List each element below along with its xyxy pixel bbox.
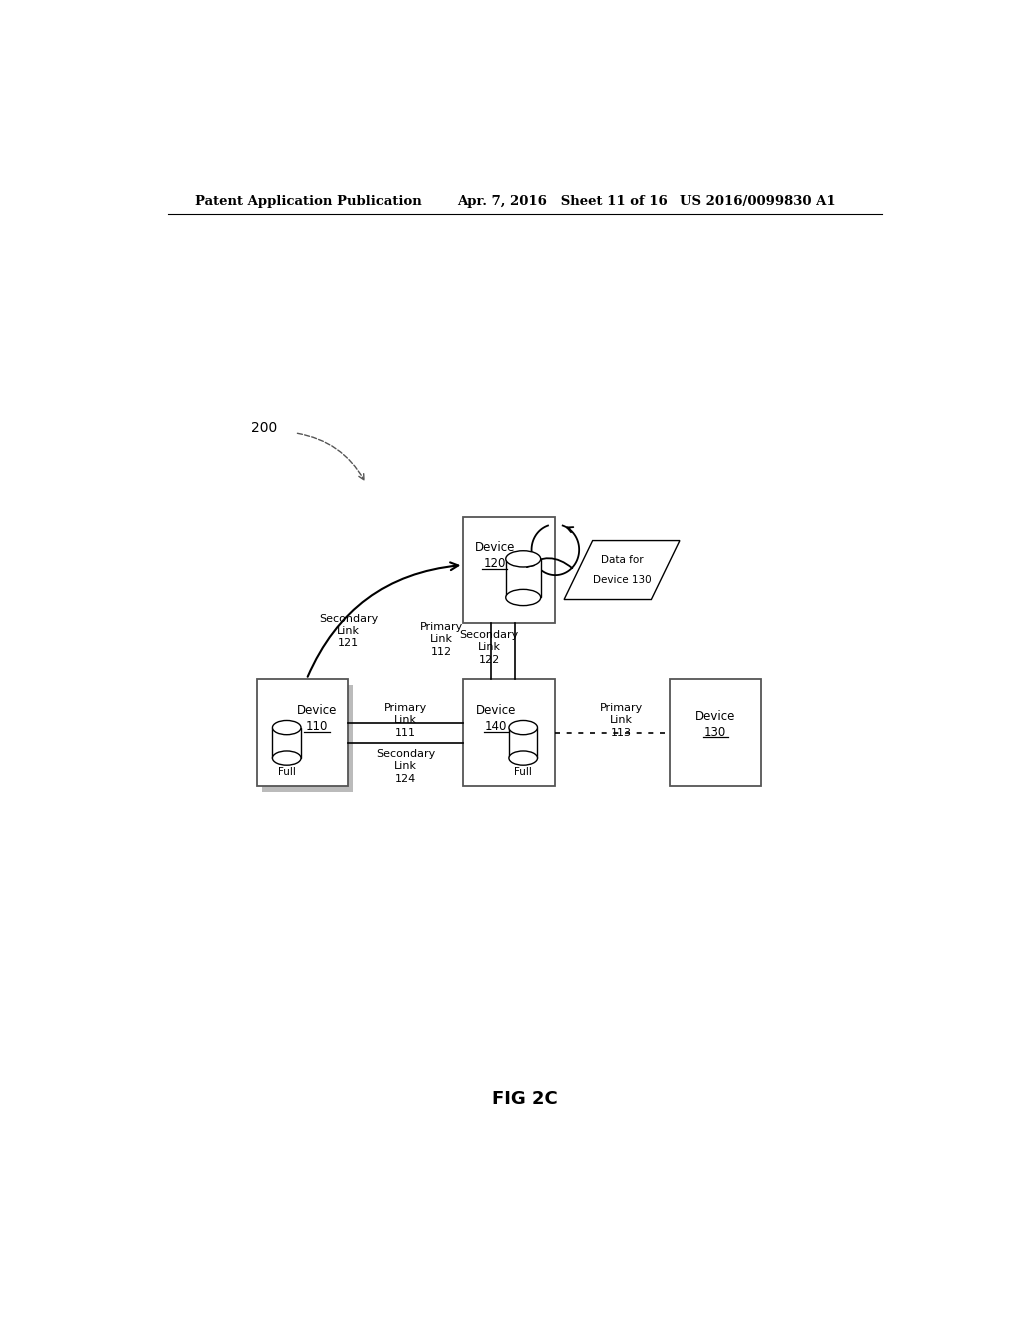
Text: Apr. 7, 2016   Sheet 11 of 16: Apr. 7, 2016 Sheet 11 of 16 — [458, 194, 668, 207]
Text: 140: 140 — [485, 721, 508, 733]
Text: Patent Application Publication: Patent Application Publication — [196, 194, 422, 207]
Text: Device: Device — [695, 710, 735, 723]
Polygon shape — [564, 541, 680, 599]
Text: Primary
Link
112: Primary Link 112 — [420, 622, 463, 656]
Bar — [463, 680, 555, 785]
Text: 200: 200 — [251, 421, 278, 434]
Text: Secondary
Link
122: Secondary Link 122 — [460, 630, 519, 665]
Text: 120: 120 — [483, 557, 506, 570]
Bar — [262, 685, 353, 792]
Text: 110: 110 — [306, 721, 328, 733]
Text: Device: Device — [476, 704, 516, 717]
Text: Primary
Link
113: Primary Link 113 — [600, 704, 643, 738]
Ellipse shape — [509, 721, 538, 735]
Bar — [509, 727, 538, 758]
Bar — [506, 558, 541, 598]
Text: 130: 130 — [705, 726, 726, 739]
Bar — [670, 680, 761, 785]
Ellipse shape — [509, 751, 538, 766]
Ellipse shape — [506, 589, 541, 606]
Text: FIG 2C: FIG 2C — [492, 1089, 558, 1107]
Text: Primary
Link
111: Primary Link 111 — [384, 704, 427, 738]
Bar — [272, 727, 301, 758]
Text: Device: Device — [474, 541, 515, 554]
Ellipse shape — [506, 550, 541, 568]
Text: Secondary
Link
121: Secondary Link 121 — [319, 614, 378, 648]
Bar — [257, 680, 348, 785]
Text: Full: Full — [514, 767, 532, 777]
Text: Data for: Data for — [601, 554, 643, 565]
Text: US 2016/0099830 A1: US 2016/0099830 A1 — [680, 194, 836, 207]
Text: Device 130: Device 130 — [593, 576, 651, 585]
Text: Device: Device — [297, 704, 337, 717]
Bar — [463, 516, 555, 623]
Text: Full: Full — [278, 767, 296, 777]
Text: Secondary
Link
124: Secondary Link 124 — [376, 748, 435, 784]
Ellipse shape — [272, 751, 301, 766]
Ellipse shape — [272, 721, 301, 735]
